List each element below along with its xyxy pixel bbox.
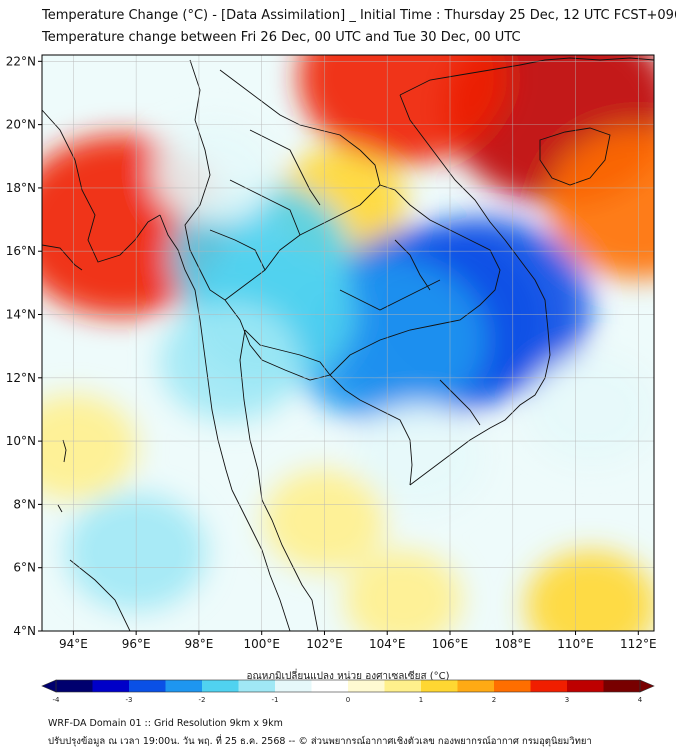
- lat-label: 22°N: [6, 54, 36, 68]
- temperature-field: [42, 55, 654, 631]
- colorbar-tick-label: -3: [126, 696, 133, 704]
- lat-label: 6°N: [13, 561, 36, 575]
- map-axis-ticks: [38, 60, 639, 635]
- lat-label: 12°N: [6, 371, 36, 385]
- colorbar-tick-label: -2: [199, 696, 206, 704]
- lon-label: 112°E: [620, 637, 657, 651]
- anomaly-region: [548, 128, 654, 279]
- lon-label: 96°E: [122, 637, 151, 651]
- map-subtitle: Temperature change between Fri 26 Dec, 0…: [42, 30, 521, 45]
- anomaly-region: [525, 354, 654, 465]
- anomaly-region: [298, 55, 508, 165]
- lon-label: 104°E: [369, 637, 406, 651]
- colorbar-max-arrow: [639, 679, 655, 693]
- lat-label: 14°N: [6, 308, 36, 322]
- colorbar-segment: [457, 680, 495, 692]
- colorbar-segment: [56, 680, 93, 692]
- anomaly-region: [153, 121, 276, 224]
- lat-label: 20°N: [6, 118, 36, 132]
- colorbar-tick-label: 3: [565, 696, 569, 704]
- colorbar-segment: [92, 680, 130, 692]
- anomaly-region: [352, 401, 485, 512]
- colorbar-segment: [567, 680, 604, 692]
- colorbar-frame: [55, 679, 641, 693]
- lat-label: 16°N: [6, 244, 36, 258]
- colorbar-tick-label: 2: [492, 696, 496, 704]
- lon-label: 106°E: [432, 637, 469, 651]
- map-gridlines: [42, 55, 654, 631]
- lon-label: 102°E: [306, 637, 343, 651]
- anomaly-region: [159, 302, 302, 421]
- colorbar-segment: [202, 680, 239, 692]
- coastline-borders: [42, 57, 654, 631]
- colorbar-segment: [275, 680, 312, 692]
- lat-label: 10°N: [6, 434, 36, 448]
- colorbar-segment: [348, 680, 385, 692]
- lon-label: 98°E: [184, 637, 213, 651]
- anomaly-region: [525, 550, 654, 631]
- colorbar-segment: [384, 680, 422, 692]
- colorbar-segment: [421, 680, 458, 692]
- longitude-labels: 94°E 96°E 98°E 100°E 102°E 104°E 106°E 108°E 110…: [59, 637, 657, 651]
- colorbar-segment: [165, 680, 203, 692]
- lat-label: 4°N: [13, 624, 36, 638]
- colorbar-tick-label: -1: [272, 696, 279, 704]
- latitude-labels: 22°N 20°N 18°N 16°N 14°N 12°N 10°N 8°N 6°N 4°N: [6, 54, 36, 638]
- colorbar-tick-label: 0: [346, 696, 350, 704]
- colorbar-segment: [129, 680, 166, 692]
- footer-credit: ปรับปรุงข้อมูล ณ เวลา 19:00น. วัน พฤ. ที…: [48, 736, 592, 747]
- lat-label: 8°N: [13, 497, 36, 511]
- colorbar-ticks: -4 -3 -2 -1 0 1 2 3 4: [53, 696, 643, 704]
- lon-label: 100°E: [243, 637, 280, 651]
- colorbar-min-arrow: [41, 679, 57, 693]
- colorbar-tick-label: 4: [638, 696, 643, 704]
- colorbar-segment: [530, 680, 568, 692]
- colorbar-segment: [494, 680, 531, 692]
- lon-label: 94°E: [59, 637, 88, 651]
- map-frame: [41, 54, 655, 632]
- anomaly-region: [42, 394, 137, 501]
- colorbar-tick-label: 1: [419, 696, 423, 704]
- colorbar-segment: [238, 680, 276, 692]
- colorbar-tick-label: -4: [53, 696, 61, 704]
- colorbar-label: อุณหภูมิเปลี่ยนแปลง หน่วย องศาเซลเซียส (…: [246, 668, 449, 682]
- footer-model-info: WRF-DA Domain 01 :: Grid Resolution 9km …: [48, 718, 283, 729]
- anomaly-region: [344, 550, 462, 631]
- colorbar-segment: [311, 680, 349, 692]
- colorbar-segment: [603, 680, 641, 692]
- lon-label: 108°E: [495, 637, 532, 651]
- lon-label: 110°E: [557, 637, 594, 651]
- lat-label: 18°N: [6, 181, 36, 195]
- map-title: Temperature Change (°C) - [Data Assimila…: [42, 8, 676, 23]
- colorbar: [41, 679, 655, 693]
